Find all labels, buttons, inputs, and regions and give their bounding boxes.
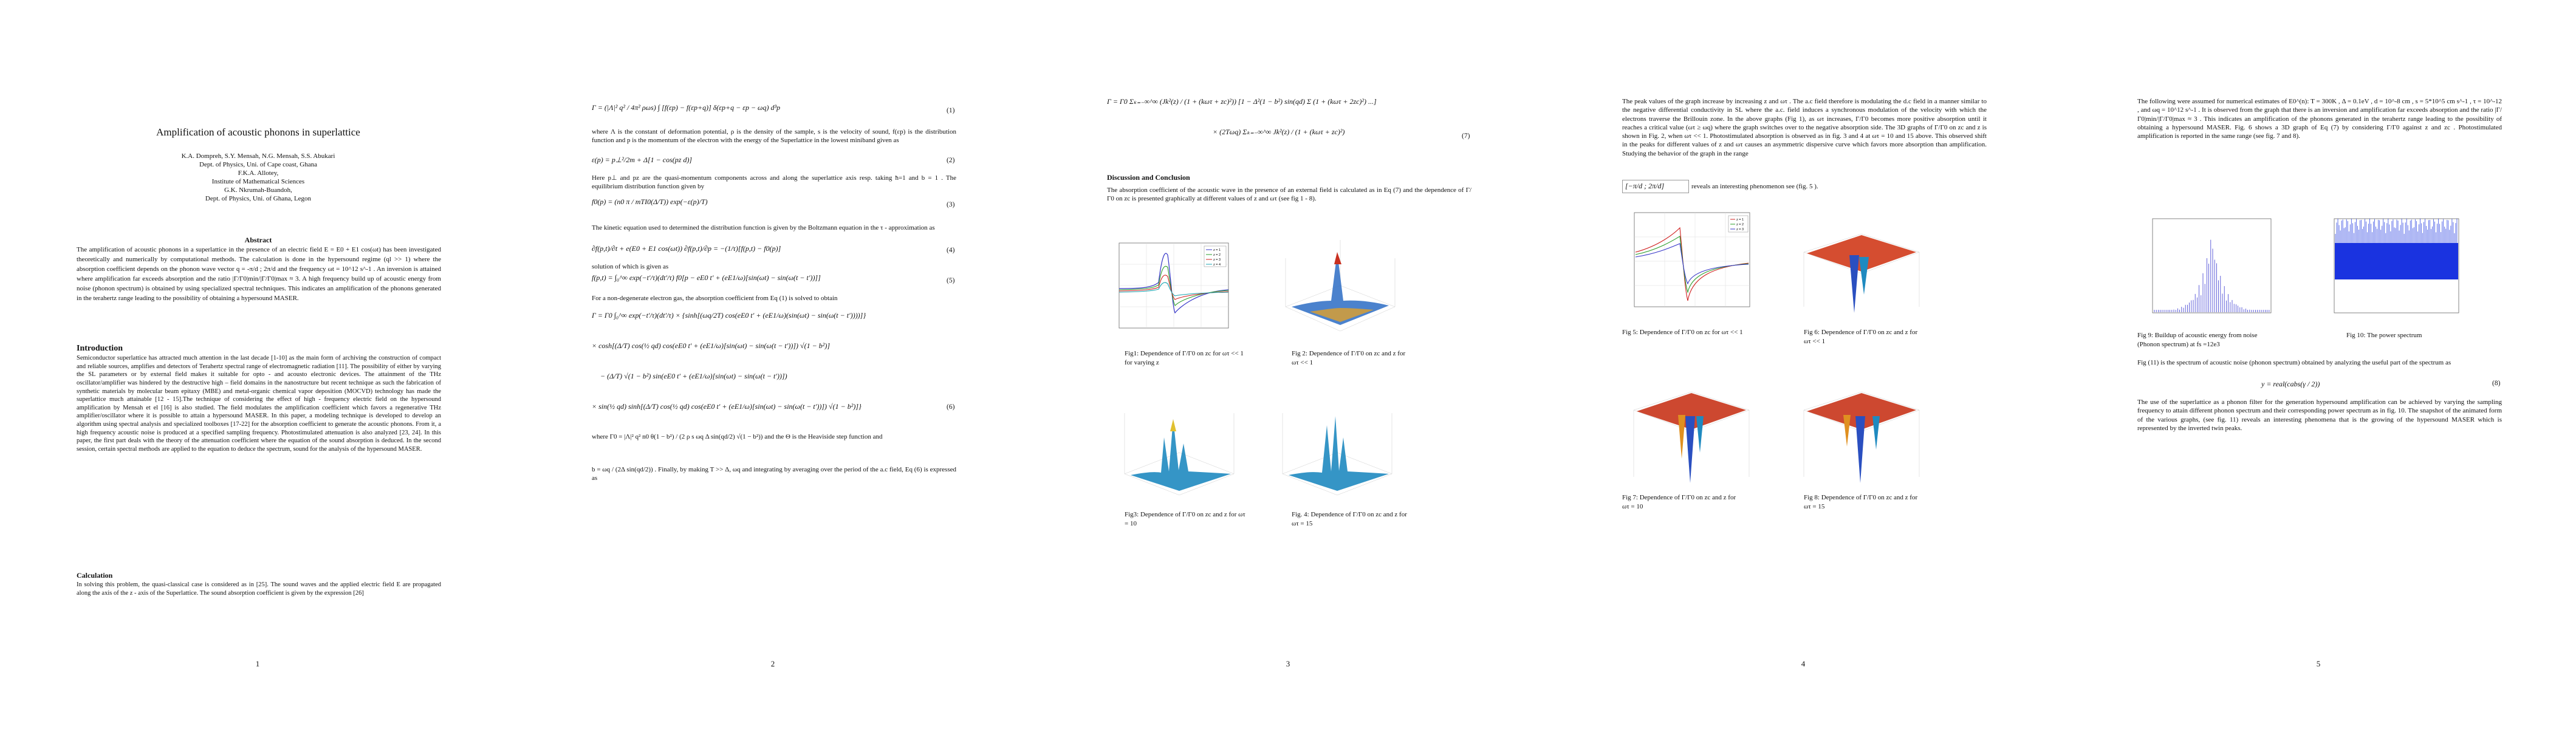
page-2: Γ = (|Λ|² q² / 4π² ρωs) ∫ [f(εp) − f(εp+… <box>515 0 1030 729</box>
paragraph: where Λ is the constant of deformation p… <box>592 128 956 145</box>
author-line-3: F.K.A. Allotey, <box>238 169 279 177</box>
figure-3-caption: Fig3: Dependence of Γ/Γ0 on zc and z for… <box>1125 511 1245 527</box>
figure-1-caption: Fig1: Dependence of Γ/Γ0 on zc for ωτ <<… <box>1125 350 1244 366</box>
equation-6-line-1: Γ = Γ0 ∫₀^∞ exp(−t′/τ)(dt′/τ) × {sinh[(ω… <box>592 311 866 320</box>
figure-3-surface-plot <box>1124 413 1235 496</box>
figure-8-surface-plot <box>1803 391 1920 483</box>
discussion-text: The absorption coefficient of the acoust… <box>1107 187 1471 203</box>
range-expression: [−π/d ; 2π/d] <box>1622 180 1689 193</box>
legend-label: z = 2 <box>1736 223 1744 227</box>
equation-6-line-2: × cosh[(Δ/T) cos(½ qd) cos(eE0 t′ + (eE1… <box>592 341 830 350</box>
page-5: The following were assumed for numerical… <box>2061 0 2576 729</box>
figure-6-surface-plot <box>1803 233 1920 313</box>
page-3: Γ = Γ0 Σₖ₌₋∞^∞ (Jk²(z) / (1 + (kωτ + zc)… <box>1030 0 1546 729</box>
legend-label: z = 2 <box>1213 253 1221 257</box>
paragraph: Fig (11) is the spectrum of acoustic noi… <box>2137 359 2451 366</box>
equation-number: (6) <box>947 403 955 411</box>
paragraph: The use of the superlattice as a phonon … <box>2137 399 2502 432</box>
author-line-6: Dept. of Physics, Uni. of Ghana, Legon <box>205 195 312 202</box>
legend-label: z = 3 <box>1213 258 1221 262</box>
abstract-heading: Abstract <box>244 236 272 244</box>
equation-number: (7) <box>1462 132 1470 140</box>
figure-10-caption: Fig 10: The power spectrum <box>2346 332 2422 339</box>
page-number: 4 <box>1801 659 1806 668</box>
figure-2-surface-plot <box>1285 240 1396 332</box>
equation-6-line-4: × sin(½ qd) sinh[(Δ/T) cos(½ qd) cos(eE0… <box>592 402 862 411</box>
paragraph: For a non-degenerate electron gas, the a… <box>592 295 838 302</box>
author-line-2: Dept. of Physics, Uni. of Cape coast, Gh… <box>199 161 317 168</box>
figure-1-line-plot: z = 1 z = 2 z = 3 z = 4 <box>1118 242 1229 329</box>
author-line-1: K.A. Dompreh, S.Y. Mensah, N.G. Mensah, … <box>181 152 335 160</box>
figure-8-caption: Fig 8: Dependence of Γ/Γ0 on zc and z fo… <box>1804 494 1918 510</box>
equation-7-line-1: Γ = Γ0 Σₖ₌₋∞^∞ (Jk²(z) / (1 + (kωτ + zc)… <box>1107 97 1377 106</box>
paragraph: where Γ0 = |Λ|² q² n0 θ(1 − b²) / (2 ρ s… <box>592 433 883 440</box>
discussion-heading: Discussion and Conclusion <box>1107 173 1190 182</box>
legend-label: z = 1 <box>1736 218 1744 222</box>
equation-6-line-3: − (Δ/T) √(1 − b²) sin(eE0 t′ + (eE1/ω)[s… <box>600 372 787 380</box>
figure-7-surface-plot <box>1633 391 1750 483</box>
equation-5: f(p,t) = ∫₀^∞ exp(−t′/τ)(dt′/τ) f0[p − e… <box>592 273 821 282</box>
figure-6-caption: Fig 6: Dependence of Γ/Γ0 on zc and z fo… <box>1804 329 1918 345</box>
author-line-5: G.K. Nkrumah-Buandoh, <box>224 187 292 194</box>
page-number: 5 <box>2316 659 2321 668</box>
figure-10-power-spectrum <box>2334 218 2459 313</box>
page-number: 3 <box>1286 659 1290 668</box>
paragraph: The peak values of the graph increase by… <box>1622 98 1987 157</box>
equation-8: y = real(cabs(γ / 2)) <box>2261 380 2320 388</box>
abstract-text: The amplification of acoustic phonons in… <box>77 246 441 302</box>
figure-9-spectrum <box>2152 218 2272 313</box>
paragraph: b = ωq / (2Δ sin(qd/2)) . Finally, by ma… <box>592 466 956 482</box>
legend-label: z = 3 <box>1736 228 1744 231</box>
equation-7-line-2: × (2Tωq) Σₖ₌₋∞^∞ Jk²(z) / (1 + (kωτ + zc… <box>1213 128 1345 136</box>
paragraph: The following were assumed for numerical… <box>2137 98 2502 140</box>
equation-number: (3) <box>947 201 955 208</box>
paragraph: The kinetic equation used to determined … <box>592 224 935 231</box>
calc-text: In solving this problem, the quasi-class… <box>77 581 441 597</box>
equation-4: ∂f(p,t)/∂t + e(E0 + E1 cos(ωt)) ∂f(p,t)/… <box>592 244 781 253</box>
figure-4-surface-plot <box>1282 413 1392 496</box>
equation-number: (8) <box>2492 380 2501 387</box>
page-number: 1 <box>255 659 260 668</box>
paragraph: solution of which is given as <box>592 263 669 270</box>
equation-1: Γ = (|Λ|² q² / 4π² ρωs) ∫ [f(εp) − f(εp+… <box>592 103 781 112</box>
intro-text: Semiconductor superlattice has attracted… <box>77 355 441 453</box>
equation-2: ε(p) = p⊥²/2m + Δ[1 − cos(pz d)] <box>592 156 693 164</box>
equation-number: (4) <box>947 247 955 254</box>
legend-label: z = 4 <box>1213 263 1221 267</box>
page-1: Amplification of acoustic phonons in sup… <box>0 0 515 729</box>
author-line-4: Institute of Mathematical Sciences <box>211 178 305 185</box>
page-number: 2 <box>770 659 775 668</box>
paragraph: Here p⊥ and pz are the quasi-momentum co… <box>592 174 956 191</box>
figure-5-caption: Fig 5: Dependence of Γ/Γ0 on zc for ωτ <… <box>1622 329 1743 336</box>
figure-7-caption: Fig 7: Dependence of Γ/Γ0 on zc and z fo… <box>1622 494 1736 510</box>
equation-number: (5) <box>947 277 955 284</box>
figure-5-line-plot: z = 1 z = 2 z = 3 <box>1634 212 1750 307</box>
paragraph: reveals an interesting phenomenon see (f… <box>1691 183 1818 190</box>
equation-number: (1) <box>947 107 955 114</box>
page-4: The peak values of the graph increase by… <box>1546 0 2061 729</box>
calc-heading: Calculation <box>77 571 113 580</box>
equation-number: (2) <box>947 157 955 164</box>
legend-label: z = 1 <box>1213 248 1221 252</box>
equation-3: f0(p) = (n0 π / mTI0(Δ/T)) exp(−ε(p)/T) <box>592 197 708 206</box>
paper-title: Amplification of acoustic phonons in sup… <box>156 126 360 138</box>
figure-2-caption: Fig 2: Dependence of Γ/Γ0 on zc and z fo… <box>1292 350 1406 366</box>
figure-4-caption: Fig. 4: Dependence of Γ/Γ0 on zc and z f… <box>1292 511 1407 527</box>
intro-heading: Introduction <box>77 344 123 353</box>
figure-9-caption: Fig 9: Buildup of acoustic energy from n… <box>2137 332 2258 348</box>
